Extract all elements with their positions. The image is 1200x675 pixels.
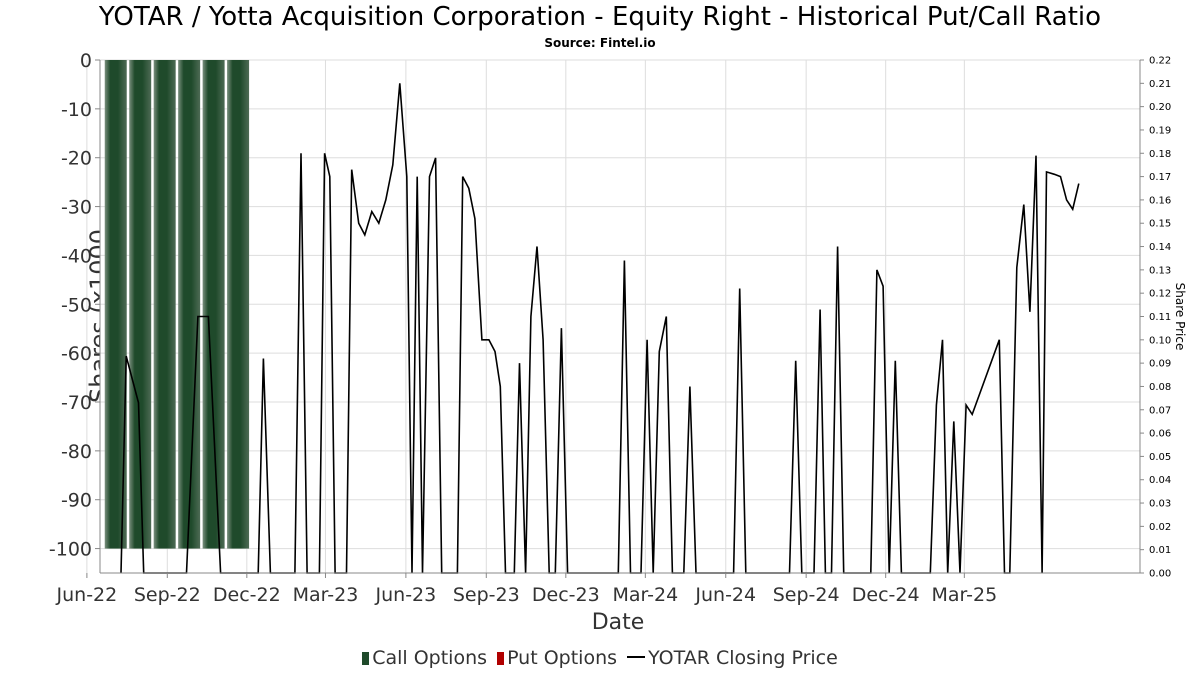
x-tick-label: Jun-22 [56,584,118,606]
y-right-tick-label: 0.21 [1149,79,1171,90]
y-left-tick-label: -60 [61,343,92,365]
y-right-tick-label: 0.02 [1149,522,1171,533]
bar-call [202,60,225,549]
legend-swatch-put [497,652,505,665]
legend-label-call: Call Options [372,647,488,669]
chart-subtitle: Source: Fintel.io [544,36,656,50]
y-right-tick-label: 0.05 [1149,452,1171,463]
y-left-tick-label: -10 [61,99,92,121]
x-axis-label: Date [592,610,645,635]
y-right-tick-label: 0.17 [1149,172,1171,183]
legend-item-call: Call Options [362,647,487,669]
legend-label-price: YOTAR Closing Price [648,647,838,669]
y-left-tick-label: -80 [61,441,92,463]
y-right-tick-label: 0.14 [1149,242,1171,253]
x-tick-label: Jun-24 [694,584,756,606]
y-right-tick-label: 0.20 [1149,102,1171,113]
legend-item-price: YOTAR Closing Price [627,647,838,669]
y-right-tick-label: 0.00 [1149,569,1171,580]
y-left-tick-label: -50 [61,294,92,316]
bar-call [227,60,250,549]
x-tick-label: Mar-24 [613,584,679,606]
y-right-tick-label: 0.09 [1149,359,1171,370]
y-left-tick-label: -90 [61,490,92,512]
y-right-tick-label: 0.08 [1149,382,1171,393]
bar-call [104,60,127,549]
y-right-tick-label: 0.19 [1149,125,1171,136]
y-right-tick-label: 0.06 [1149,429,1171,440]
y-right-tick-label: 0.16 [1149,195,1171,206]
y-right-tick-label: 0.22 [1149,56,1171,67]
y-right-tick-label: 0.12 [1149,289,1171,300]
x-tick-label: Sep-22 [134,584,201,606]
x-tick-label: Jun-23 [375,584,437,606]
y-left-tick-label: -30 [61,197,92,219]
legend-swatch-price [627,656,646,658]
y-right-tick-label: 0.04 [1149,475,1171,486]
x-tick-label: Dec-24 [852,584,920,606]
bar-call [129,60,152,549]
x-tick-label: Sep-24 [773,584,840,606]
chart-title: YOTAR / Yotta Acquisition Corporation - … [98,2,1102,32]
x-tick-label: Mar-25 [932,584,998,606]
y-left-tick-label: -20 [61,148,92,170]
y-right-tick-label: 0.01 [1149,545,1171,556]
y-right-tick-label: 0.11 [1149,312,1171,323]
legend: Call Options Put Options YOTAR Closing P… [0,647,1200,669]
x-tick-label: Mar-23 [293,584,359,606]
x-tick-label: Sep-23 [453,584,520,606]
legend-label-put: Put Options [507,647,618,669]
y-left-tick-label: 0 [80,50,92,72]
y-axis-right-label: Share Price [1173,283,1187,351]
y-right-tick-label: 0.07 [1149,405,1171,416]
x-tick-label: Dec-23 [532,584,600,606]
y-right-tick-label: 0.15 [1149,219,1171,230]
bar-call [178,60,201,549]
bar-call [153,60,176,549]
y-left-tick-label: -100 [49,539,92,561]
y-right-tick-label: 0.03 [1149,499,1171,510]
y-right-tick-label: 0.13 [1149,265,1171,276]
y-left-tick-label: -40 [61,245,92,267]
legend-item-put: Put Options [497,647,617,669]
y-left-tick-label: -70 [61,392,92,414]
y-right-tick-label: 0.10 [1149,335,1171,346]
legend-swatch-call [362,652,370,665]
x-tick-label: Dec-22 [213,584,281,606]
y-right-tick-label: 0.18 [1149,149,1171,160]
